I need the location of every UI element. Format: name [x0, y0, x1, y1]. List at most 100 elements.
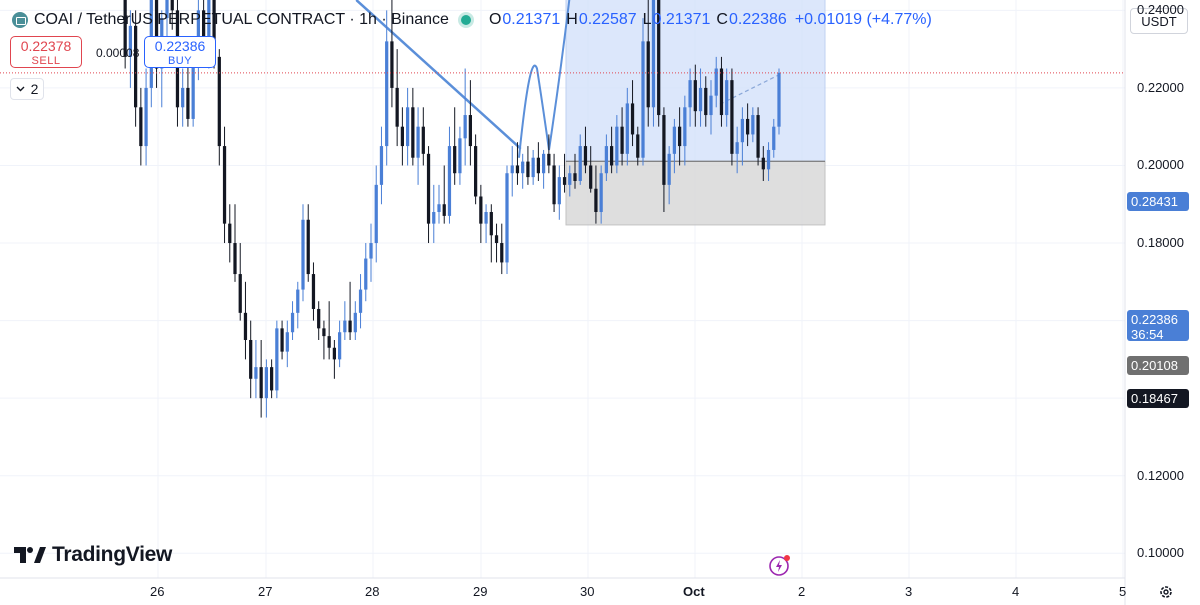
candle-body [468, 115, 473, 147]
candle-body [421, 126, 425, 154]
symbol-legend: COAI / TetherUS PERPETUAL CONTRACT · 1h … [12, 8, 932, 32]
candle-body [144, 87, 148, 147]
symbol-logo-icon [12, 12, 28, 28]
candle-body [484, 212, 488, 224]
candle-body [296, 289, 300, 313]
candle-body [531, 157, 535, 178]
market-status-icon [460, 15, 471, 25]
close-value: 0.22386 [728, 11, 787, 28]
candle-body [505, 173, 509, 263]
candle-body [751, 115, 755, 135]
sell-button[interactable]: 0.22378 SELL [10, 36, 82, 68]
candle-body [463, 115, 467, 139]
candle-body [698, 87, 703, 112]
price-tick-label: 0.10000 [1137, 545, 1184, 561]
chevron-down-icon [16, 86, 25, 92]
candle-body [348, 320, 352, 333]
candle-body [725, 80, 729, 116]
time-tick-label: 27 [258, 584, 273, 599]
candle-body [756, 115, 760, 158]
symbol-title[interactable]: COAI / TetherUS PERPETUAL CONTRACT · 1h … [34, 11, 449, 28]
candle-body [374, 184, 378, 244]
trendline-drawings [355, 0, 781, 158]
candle-body [165, 0, 169, 19]
candle-body [379, 146, 384, 185]
candle-body [123, 0, 127, 57]
candle-body [745, 118, 750, 135]
entry-price-label: 0.20108 [1127, 356, 1189, 375]
time-tick-label: 5 [1119, 584, 1127, 599]
candle-body [735, 142, 739, 154]
candle-body [243, 312, 248, 340]
current-price-label: 0.22386 36:54 [1127, 310, 1189, 342]
sell-label: SELL [31, 55, 61, 67]
indicators-toggle[interactable]: 2 [10, 78, 44, 100]
candle-body [322, 328, 326, 337]
time-tick-label: Oct [683, 584, 705, 599]
projection-arrow [518, 0, 571, 158]
candle-body [249, 339, 253, 379]
candle-body [301, 219, 305, 290]
time-tick-label: 3 [905, 584, 913, 599]
candle-body [494, 235, 499, 244]
candle-body [400, 126, 405, 147]
candle-body [437, 204, 441, 213]
candle-body [201, 10, 206, 42]
candle-body [740, 118, 745, 143]
candle-body [552, 165, 556, 205]
candle-body [358, 289, 363, 313]
candle-body [290, 312, 295, 333]
candle-body [238, 274, 242, 313]
chart-grid [0, 0, 1126, 605]
current-price-value: 0.22386 [1131, 312, 1178, 327]
candle-body [332, 347, 337, 360]
candle-body [128, 25, 133, 57]
candle-body [536, 157, 541, 174]
candle-body [526, 161, 530, 178]
target-price-label: 0.28431 [1127, 192, 1189, 211]
tradingview-logo[interactable]: TradingView [14, 543, 172, 567]
candle-body [416, 126, 420, 158]
candle-body [228, 223, 232, 244]
candle-body [217, 56, 221, 147]
candle-body [269, 367, 274, 391]
stop-price-label: 0.18467 [1127, 389, 1189, 408]
high-value: 0.22587 [578, 11, 637, 28]
candle-body [615, 126, 619, 166]
candle-body [264, 367, 269, 399]
candle-body [599, 173, 603, 213]
time-tick-label: 29 [473, 584, 488, 599]
candle-body [285, 332, 289, 352]
currency-selector[interactable]: USDT [1130, 8, 1188, 34]
spread-value: 0.00008 [96, 46, 140, 60]
buy-button[interactable]: 0.22386 BUY [144, 36, 216, 68]
candle-body [672, 126, 677, 154]
candle-body [385, 41, 389, 147]
candle-body [719, 68, 724, 116]
candle-body [657, 0, 661, 116]
price-tick-label: 0.18000 [1137, 235, 1184, 251]
brand-name: TradingView [52, 543, 173, 566]
candle-body [181, 87, 185, 108]
high-label: H [566, 11, 578, 28]
tradingview-logo-icon [14, 547, 46, 563]
price-tick-label: 0.20000 [1137, 157, 1184, 173]
settings-gear-icon[interactable] [1158, 584, 1174, 600]
candle-body [154, 0, 159, 69]
candle-body [583, 146, 588, 166]
candle-body [521, 161, 525, 174]
low-label: L [642, 11, 652, 28]
candle-body [568, 173, 572, 185]
candle-body [222, 146, 227, 224]
flash-icon[interactable] [768, 553, 792, 577]
candle-body [458, 138, 462, 174]
sell-price: 0.22378 [20, 38, 72, 54]
candle-body [636, 134, 640, 158]
candle-body [275, 328, 279, 391]
candle-body [186, 87, 190, 119]
trendline [355, 0, 522, 150]
candle-body [589, 165, 593, 189]
candle-body [432, 212, 436, 224]
candle-body [207, 0, 211, 42]
